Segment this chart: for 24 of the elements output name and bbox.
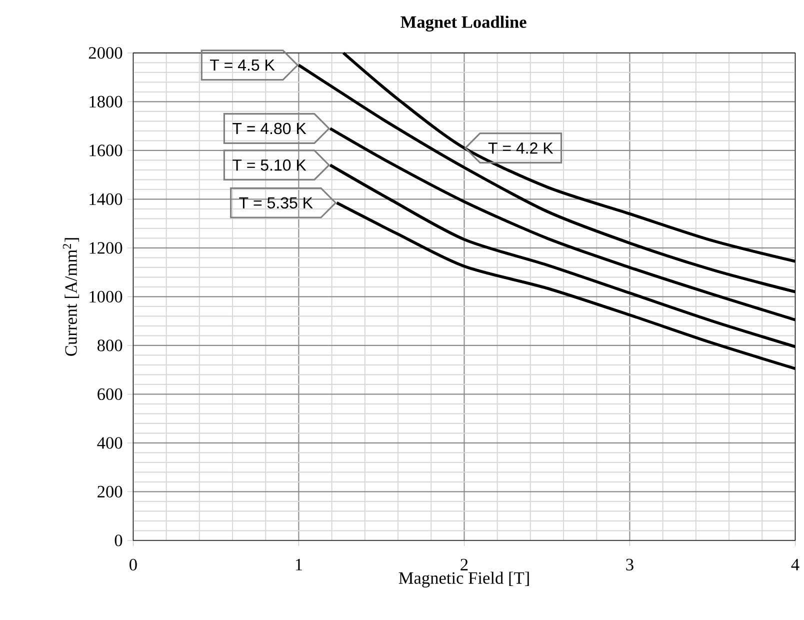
series-label: T = 4.80 K xyxy=(232,122,306,134)
series-label: T = 5.35 K xyxy=(239,197,313,208)
y-tick-label: 1600 xyxy=(90,144,122,156)
series-label: T = 4.5 K xyxy=(210,59,275,71)
y-tick-label: 600 xyxy=(98,388,122,400)
x-tick-label: 3 xyxy=(626,558,634,570)
y-tick-label: 1400 xyxy=(90,193,122,205)
y-tick-label: 2000 xyxy=(88,46,122,59)
y-axis-title: Current [A/mm$^{2}$] xyxy=(62,238,80,356)
x-tick-label: 1 xyxy=(296,558,302,570)
series-label: T = 4.2 K xyxy=(488,142,554,154)
y-tick-label: 400 xyxy=(97,436,122,449)
y-tick-label: 200 xyxy=(98,486,122,498)
y-tick-label: 800 xyxy=(98,339,122,352)
y-tick-label: 1000 xyxy=(90,290,122,302)
chart-title: Magnet Loadline xyxy=(400,16,526,32)
y-tick-label: 1800 xyxy=(90,96,122,108)
y-tick-label: 1200 xyxy=(90,242,122,254)
x-axis-title: Magnetic Field [T] xyxy=(398,572,529,588)
x-tick-label: 4 xyxy=(791,558,800,570)
x-tick-label: 0 xyxy=(130,558,137,570)
y-tick-label: 0 xyxy=(114,534,122,546)
series-label: T = 5.10 K xyxy=(232,159,306,171)
x-tick-label: 2 xyxy=(460,558,468,570)
